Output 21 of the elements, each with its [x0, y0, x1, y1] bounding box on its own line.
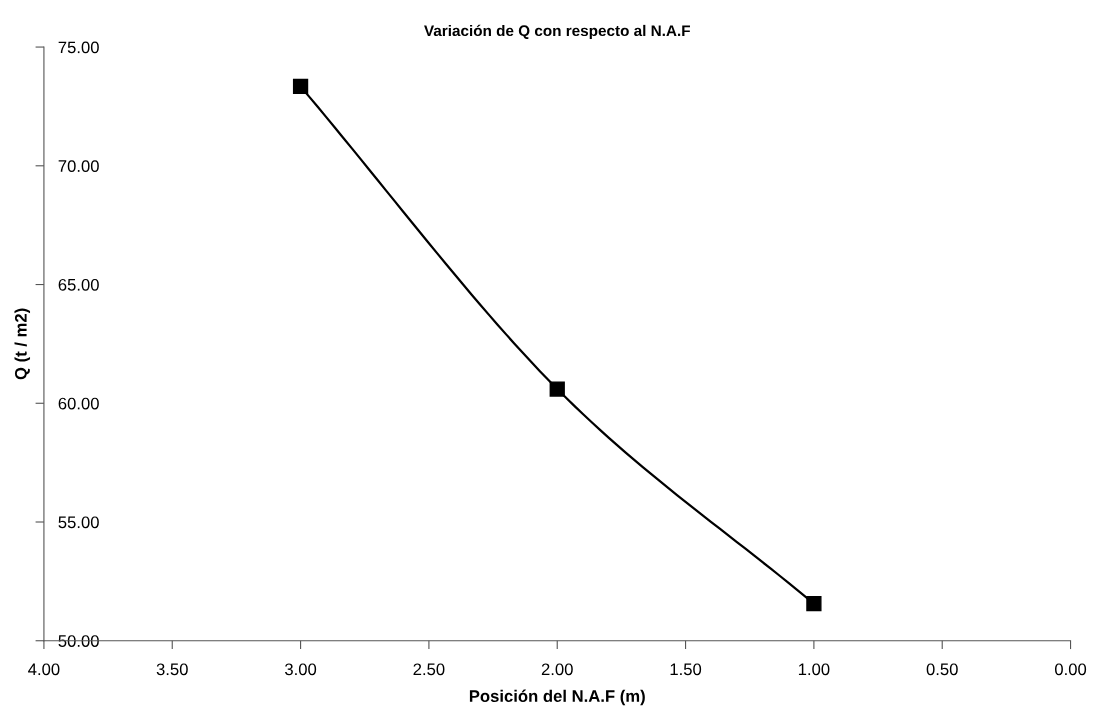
point — [806, 596, 822, 612]
y-tick-label: 55.00 — [58, 516, 99, 529]
x-tick-label: 4.00 — [28, 663, 60, 676]
chart-title: Variación de Q con respecto al N.A.F — [424, 24, 690, 40]
point — [292, 78, 309, 95]
y-tick-label: 75.00 — [58, 41, 99, 54]
x-tick-label: 0.00 — [1054, 663, 1087, 676]
x-tick-label: 3.00 — [285, 663, 317, 676]
x-tick-label: 2.00 — [541, 663, 573, 676]
x-axis-title: Posición del N.A.F (m) — [469, 689, 645, 706]
y-axis-title: Q (t / m2) — [14, 308, 31, 380]
y-tick-label: 65.00 — [58, 278, 99, 291]
y-tick-label: 70.00 — [58, 160, 99, 172]
x-tick-label: 1.50 — [670, 663, 702, 676]
x-tick-label: 3.50 — [156, 663, 188, 676]
y-tick-label: 50.00 — [58, 635, 99, 647]
x-tick-label: 2.50 — [413, 663, 445, 676]
x-tick-label: 0.50 — [926, 663, 958, 676]
x-tick-label: 1.00 — [798, 663, 830, 676]
point — [549, 381, 565, 397]
y-tick-label: 60.00 — [58, 397, 99, 410]
